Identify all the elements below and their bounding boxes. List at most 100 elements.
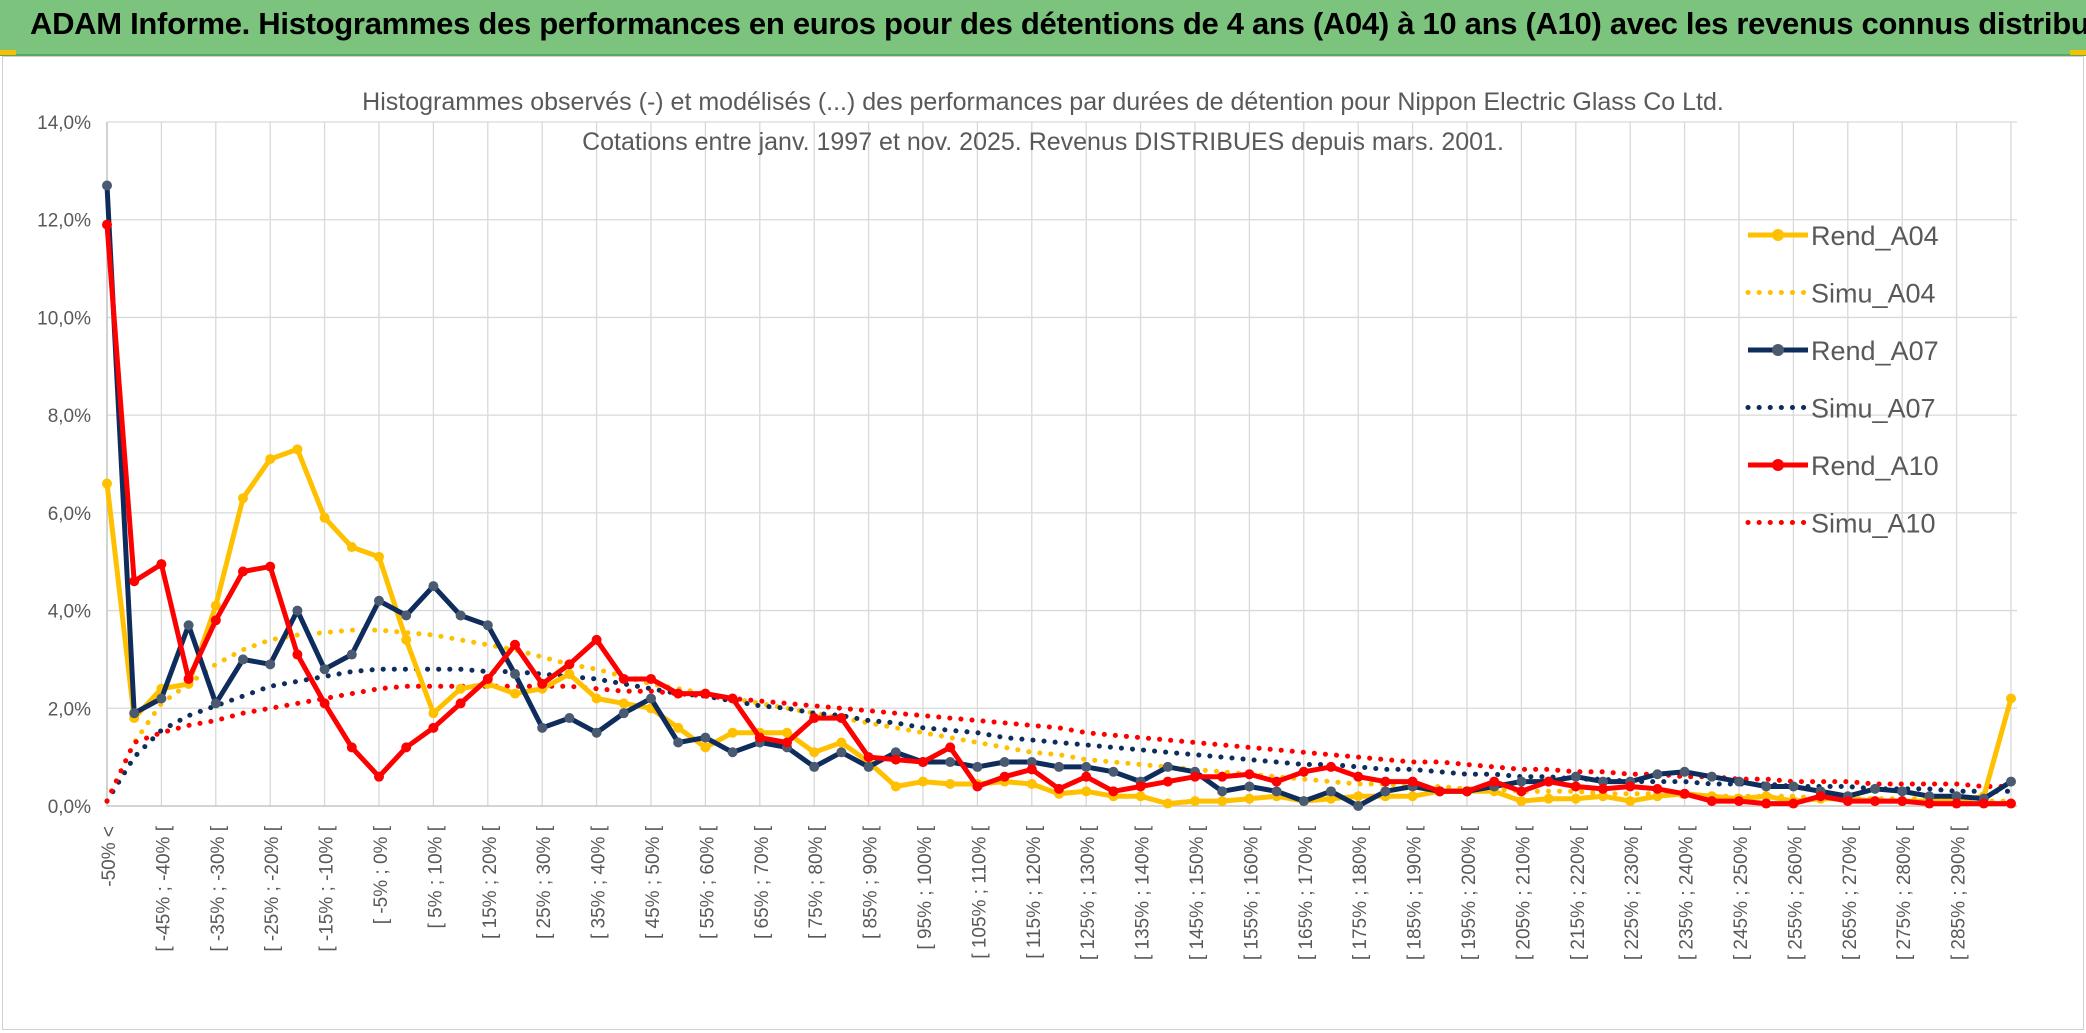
x-tick-label: [ -15% ; -10% [	[317, 825, 338, 951]
x-tick-label: [ 185% ; 190% [	[1405, 825, 1426, 960]
data-point	[890, 781, 901, 792]
data-point	[428, 722, 439, 733]
y-tick-label: 12,0%	[37, 211, 91, 232]
data-point	[1271, 786, 1282, 797]
data-point	[1489, 776, 1500, 787]
data-point	[1162, 798, 1173, 809]
data-point	[972, 761, 983, 772]
chart-area: 0,0% 2,0% 4,0% 6,0% 8,0% 10,0% 12,0% 14,0% -50%…	[2, 56, 2084, 1030]
data-point	[782, 737, 792, 748]
data-point	[210, 615, 221, 626]
data-point	[374, 771, 384, 782]
data-point	[1217, 771, 1228, 782]
data-point	[292, 444, 303, 455]
legend-marker	[1772, 344, 1784, 356]
data-point	[265, 659, 276, 670]
data-point	[2006, 798, 2016, 809]
data-point	[863, 761, 874, 772]
data-point	[836, 747, 847, 758]
series-rend-a04	[102, 444, 2016, 809]
data-point	[1434, 786, 1445, 797]
x-tick-label: [ 45% ; 50% [	[643, 825, 664, 939]
data-point	[673, 722, 684, 733]
header-banner: ADAM Informe. Histogrammes des performan…	[0, 0, 2086, 56]
legend-item: Simu_A04	[1745, 279, 1936, 309]
data-point	[1897, 796, 1908, 807]
data-point	[618, 698, 629, 709]
data-point	[564, 669, 575, 680]
data-point	[1924, 798, 1935, 809]
data-point	[646, 693, 656, 704]
data-point	[2006, 693, 2016, 704]
data-point	[1244, 769, 1255, 780]
data-point	[156, 559, 167, 570]
data-point	[482, 673, 493, 684]
chart-subtitle: Cotations entre janv. 1997 et nov. 2025.…	[582, 128, 1504, 156]
x-tick-label: [ 205% ; 210% [	[1513, 825, 1534, 960]
data-point	[428, 581, 439, 592]
data-point	[564, 713, 575, 724]
data-point	[183, 673, 194, 684]
data-point	[210, 698, 221, 709]
legend-label: Rend_A07	[1811, 336, 1939, 366]
data-point	[1788, 781, 1799, 792]
data-point	[1298, 766, 1309, 777]
series-simu-a04	[104, 627, 2014, 804]
x-tick-label: [ 65% ; 70% [	[752, 825, 773, 939]
data-point	[890, 747, 901, 758]
legend-label: Simu_A07	[1811, 394, 1936, 424]
data-point	[1326, 761, 1336, 772]
data-point	[1380, 786, 1391, 797]
data-point	[510, 639, 520, 650]
x-tick-label: [ 125% ; 130% [	[1078, 825, 1099, 960]
data-point	[1108, 786, 1119, 797]
y-tick-label: 14,0%	[37, 113, 91, 134]
data-point	[1924, 791, 1935, 802]
data-point	[1217, 796, 1228, 807]
x-tick-label: [ 275% ; 280% [	[1894, 825, 1915, 960]
data-point	[591, 693, 602, 704]
data-point	[1570, 771, 1581, 782]
data-point	[428, 708, 439, 719]
series-simu-a10	[104, 683, 2014, 804]
x-tick-label: -50% <	[99, 826, 120, 887]
x-tick-label: [ 55% ; 60% [	[697, 825, 718, 939]
data-point	[863, 752, 874, 763]
x-tick-label: [ 115% ; 120% [	[1024, 825, 1045, 958]
corner-accent-right	[2070, 50, 2086, 55]
x-tick-label: [ 5% ; 10% [	[425, 825, 446, 928]
data-point	[1570, 793, 1581, 804]
data-point	[1054, 761, 1064, 772]
data-point	[918, 757, 928, 768]
data-point	[1244, 793, 1255, 804]
data-point	[210, 600, 221, 611]
data-point	[1081, 786, 1092, 797]
data-point	[1870, 783, 1880, 794]
x-tick-label: [ 135% ; 140% [	[1133, 825, 1154, 960]
data-point	[346, 742, 357, 753]
x-tick-label: [ 215% ; 220% [	[1568, 825, 1589, 960]
series-rend-a07	[102, 180, 2016, 811]
data-point	[401, 610, 412, 621]
data-point	[1135, 781, 1146, 792]
data-point	[374, 595, 384, 606]
data-point	[1380, 776, 1391, 787]
legend-label: Simu_A10	[1811, 509, 1936, 539]
data-point	[1679, 788, 1690, 799]
data-point	[782, 727, 792, 738]
data-point	[455, 610, 466, 621]
data-point	[618, 673, 629, 684]
data-point	[455, 698, 466, 709]
data-point	[673, 737, 684, 748]
data-point	[1407, 776, 1418, 787]
y-tick-label: 4,0%	[48, 602, 91, 623]
legend-label: Rend_A04	[1811, 221, 1939, 251]
data-point	[156, 693, 167, 704]
data-point	[1543, 776, 1554, 787]
data-point	[700, 688, 711, 699]
data-point	[401, 742, 412, 753]
x-tick-label: [ 155% ; 160% [	[1241, 825, 1262, 960]
data-point	[102, 180, 112, 191]
data-point	[1407, 791, 1418, 802]
y-axis: 0,0% 2,0% 4,0% 6,0% 8,0% 10,0% 12,0% 14,0%	[37, 113, 91, 818]
